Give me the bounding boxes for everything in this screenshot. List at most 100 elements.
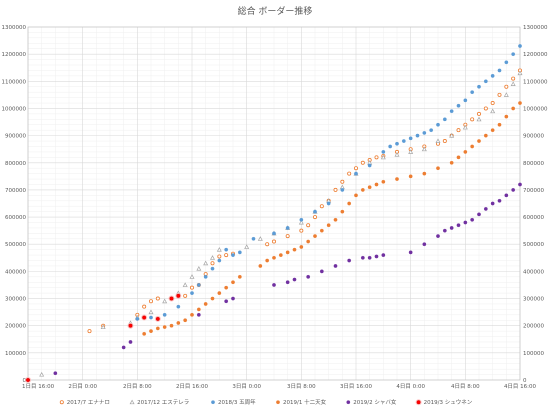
y2-tick-label: 800000	[523, 161, 544, 167]
data-point	[182, 282, 188, 287]
data-point	[217, 291, 222, 295]
x-tick-label: 1日目 16:00	[22, 383, 55, 390]
y-tick-label: 800000	[5, 161, 26, 167]
data-point	[497, 198, 502, 203]
y-tick-label: 100000	[5, 351, 26, 357]
data-point	[203, 260, 209, 266]
data-point	[237, 250, 242, 255]
data-point	[217, 258, 222, 263]
data-point	[313, 209, 317, 214]
data-point	[155, 296, 160, 301]
x-tick-label: 4日目 0:00	[396, 383, 425, 390]
legend-label: 2018/3 五周年	[218, 398, 256, 406]
legend-marker	[129, 399, 135, 405]
data-point	[477, 139, 481, 143]
data-point	[504, 84, 509, 89]
data-point	[497, 122, 502, 127]
data-point	[367, 255, 372, 260]
data-point	[360, 188, 365, 192]
data-point	[511, 52, 516, 57]
data-point	[168, 295, 175, 302]
data-point	[442, 139, 447, 144]
chart-title: 総合 ボーダー推移	[238, 5, 313, 17]
data-point	[401, 139, 406, 143]
data-point	[490, 101, 495, 106]
data-point	[244, 244, 250, 249]
data-point	[408, 250, 413, 255]
legend-marker	[211, 400, 215, 405]
data-point	[490, 108, 496, 114]
data-point	[190, 312, 194, 317]
y2-tick-label: 100000	[523, 351, 544, 357]
legend: 2017/7 エナナロ 2017/12 エステレラ 2018/3 五周年 2019/1…	[59, 398, 473, 406]
data-point	[128, 340, 133, 344]
data-point	[347, 258, 352, 263]
data-point	[231, 280, 235, 285]
data-point	[408, 149, 414, 154]
data-point	[415, 133, 420, 138]
legend-label: 2019/3 シュウネン	[424, 398, 473, 406]
data-point	[456, 128, 461, 133]
data-point	[470, 144, 475, 149]
data-point	[154, 315, 161, 322]
data-point	[504, 193, 509, 198]
data-point	[333, 217, 338, 222]
data-point	[517, 70, 523, 76]
y-tick-label: 0	[23, 378, 27, 384]
data-point	[421, 146, 427, 152]
data-point	[374, 254, 379, 259]
y2-tick-label: 500000	[523, 242, 544, 248]
marker-core	[416, 400, 421, 405]
data-point	[490, 201, 495, 206]
data-point	[135, 317, 140, 321]
data-point	[285, 226, 290, 230]
marker-core	[128, 323, 133, 328]
legend-label: 2019/1 十二天女	[283, 398, 327, 406]
data-point	[292, 277, 297, 282]
legend-label: 2017/12 エステレラ	[137, 399, 189, 406]
data-point	[367, 185, 372, 190]
legend-label: 2019/2 シャバ女	[353, 398, 397, 406]
data-point	[39, 371, 45, 377]
data-point	[381, 150, 386, 154]
data-point	[360, 160, 365, 165]
data-point	[503, 92, 509, 97]
data-point	[196, 266, 202, 271]
y2-tick-label: 1300000	[523, 25, 548, 31]
data-point	[203, 302, 208, 306]
data-point	[470, 217, 475, 222]
y2-tick-label: 1000000	[523, 106, 548, 112]
data-point	[381, 253, 386, 257]
data-point	[319, 204, 324, 209]
y-tick-label: 300000	[5, 297, 26, 303]
legend-item-1: 2017/7 エナナロ	[59, 399, 110, 406]
data-point	[347, 201, 352, 206]
x-tick-label: 2日目 16:00	[176, 383, 209, 390]
y2-tick-label: 600000	[523, 215, 544, 221]
x-tick-label: 4日目 16:00	[504, 383, 537, 390]
data-point	[142, 304, 147, 309]
data-point	[483, 79, 488, 84]
data-point	[306, 274, 311, 279]
data-point	[251, 236, 256, 241]
data-point	[203, 274, 208, 279]
marker-core	[176, 293, 181, 298]
y-tick-label: 1300000	[2, 25, 27, 31]
data-point	[511, 188, 516, 192]
y-tick-label: 700000	[5, 188, 26, 194]
data-point	[449, 226, 454, 230]
series-layer	[25, 44, 523, 383]
plot-area-border	[27, 26, 521, 381]
data-point	[210, 255, 215, 260]
data-point	[183, 318, 188, 323]
data-point	[374, 155, 379, 160]
axes: 0 0 100000 100000 200000 200000 300000 300000 40…	[2, 25, 548, 390]
data-point	[121, 345, 126, 350]
data-point	[155, 326, 160, 331]
x-tick-label: 2日目 0:00	[68, 383, 97, 390]
y-tick-label: 500000	[5, 242, 26, 248]
data-point	[436, 166, 440, 171]
data-point	[394, 151, 400, 157]
